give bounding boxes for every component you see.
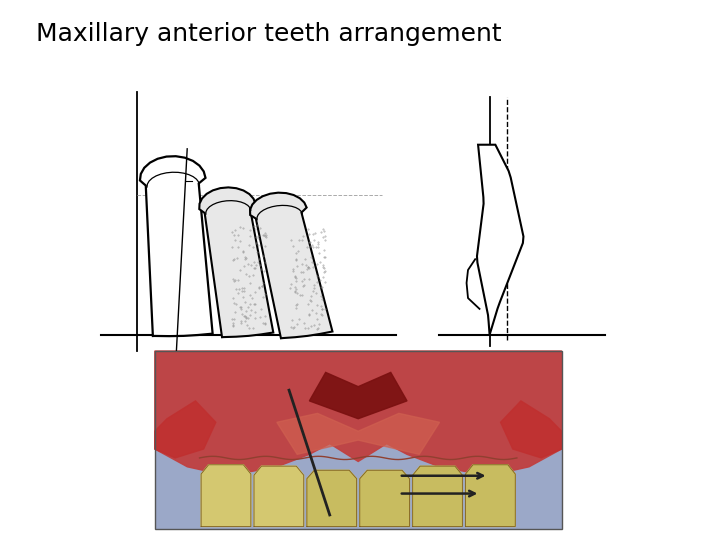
Polygon shape bbox=[360, 470, 410, 526]
Polygon shape bbox=[199, 187, 274, 337]
Bar bbox=[155, 351, 562, 529]
Polygon shape bbox=[254, 466, 304, 526]
Polygon shape bbox=[201, 465, 251, 526]
Polygon shape bbox=[140, 156, 212, 336]
Polygon shape bbox=[477, 145, 523, 335]
Polygon shape bbox=[250, 193, 333, 338]
Polygon shape bbox=[413, 466, 462, 526]
Polygon shape bbox=[310, 373, 407, 418]
Bar bbox=[155, 351, 562, 529]
Text: Maxillary anterior teeth arrangement: Maxillary anterior teeth arrangement bbox=[36, 22, 502, 45]
Polygon shape bbox=[155, 401, 216, 458]
Polygon shape bbox=[466, 465, 516, 526]
Polygon shape bbox=[307, 470, 356, 526]
Polygon shape bbox=[155, 351, 562, 476]
Polygon shape bbox=[276, 414, 439, 454]
Polygon shape bbox=[500, 401, 562, 458]
